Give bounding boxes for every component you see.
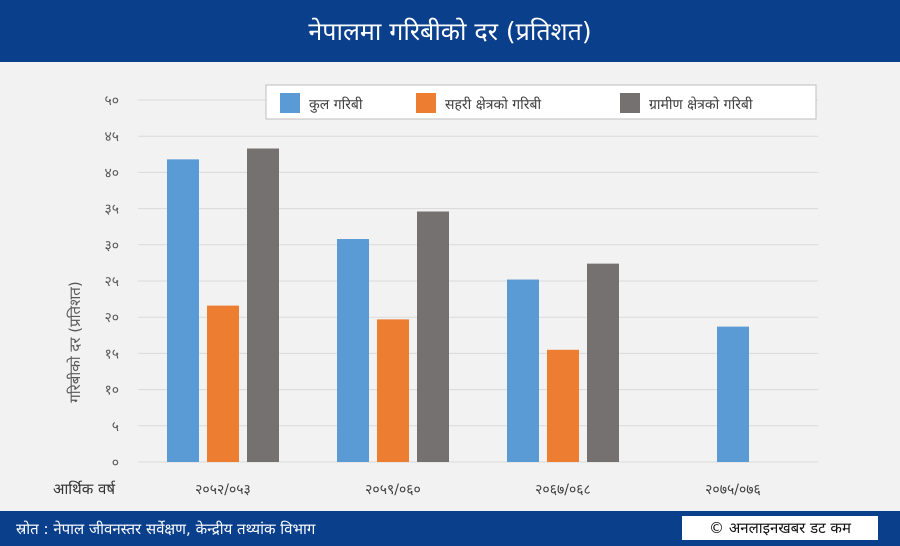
- chart-title: नेपालमा गरिबीको दर (प्रतिशत): [0, 0, 900, 62]
- bar-series-2: [247, 148, 279, 462]
- bar-series-2: [587, 263, 619, 462]
- x-axis-label: आर्थिक वर्ष: [53, 480, 116, 498]
- chart-area: ० ५ १० १५ २० २५ ३० ३५ ४० ४५ ५० २०५२/०५३ २०५९/०६० २०६…: [0, 62, 900, 511]
- bar-series-0: [337, 239, 369, 462]
- gridlines: [138, 99, 818, 463]
- bar-series-2: [417, 211, 449, 462]
- x-tick-label: २०७५/०७६: [705, 482, 761, 498]
- bar-chart: ० ५ १० १५ २० २५ ३० ३५ ४० ४५ ५० २०५२/०५३ २०५९/०६० २०६…: [53, 84, 818, 498]
- x-tick-label: २०६७/०६८: [535, 482, 591, 498]
- legend-label: ग्रामीण क्षेत्रको गरिबी: [649, 96, 753, 113]
- y-tick-label: ०: [112, 455, 119, 471]
- legend-swatch: [416, 93, 436, 113]
- legend-swatch: [620, 93, 640, 113]
- bar-series-1: [547, 349, 579, 462]
- bar-series-0: [507, 279, 539, 462]
- y-tick-label: ३०: [104, 238, 119, 254]
- y-tick-label: ५०: [104, 93, 119, 109]
- legend-label: कुल गरिबी: [309, 96, 363, 113]
- bar-series-0: [167, 159, 199, 463]
- bars: [167, 148, 749, 463]
- x-tick-label: २०५९/०६०: [365, 482, 421, 498]
- y-tick-label: २०: [104, 310, 119, 326]
- legend-label: सहरी क्षेत्रको गरिबी: [445, 96, 542, 113]
- y-tick-label: १५: [104, 346, 119, 362]
- legend-swatch: [280, 93, 300, 113]
- y-tick-label: ५: [112, 419, 119, 435]
- credit-badge: © अनलाइनखबर डट कम: [682, 516, 878, 540]
- y-tick-label: २५: [104, 274, 119, 290]
- y-tick-label: १०: [104, 383, 119, 399]
- legend-box: [265, 84, 817, 120]
- bar-series-1: [207, 305, 239, 462]
- y-tick-label: ४०: [104, 165, 119, 181]
- source-note: स्रोत : नेपाल जीवनस्तर सर्वेक्षण, केन्द्…: [16, 520, 316, 538]
- y-axis-label: गरिबीको दर (प्रतिशत): [66, 281, 84, 402]
- y-tick-label: ३५: [104, 202, 119, 218]
- footer: स्रोत : नेपाल जीवनस्तर सर्वेक्षण, केन्द्…: [0, 511, 900, 546]
- bar-series-1: [377, 319, 409, 462]
- x-tick-label: २०५२/०५३: [195, 482, 251, 498]
- y-axis-ticks: ० ५ १० १५ २० २५ ३० ३५ ४० ४५ ५०: [104, 93, 119, 471]
- x-axis-ticks: २०५२/०५३ २०५९/०६० २०६७/०६८ २०७५/०७६: [195, 482, 761, 498]
- y-tick-label: ४५: [104, 129, 119, 145]
- legend: कुल गरिबी सहरी क्षेत्रको गरिबी ग्रामीण क्ष…: [265, 84, 817, 120]
- bar-series-0: [717, 326, 749, 462]
